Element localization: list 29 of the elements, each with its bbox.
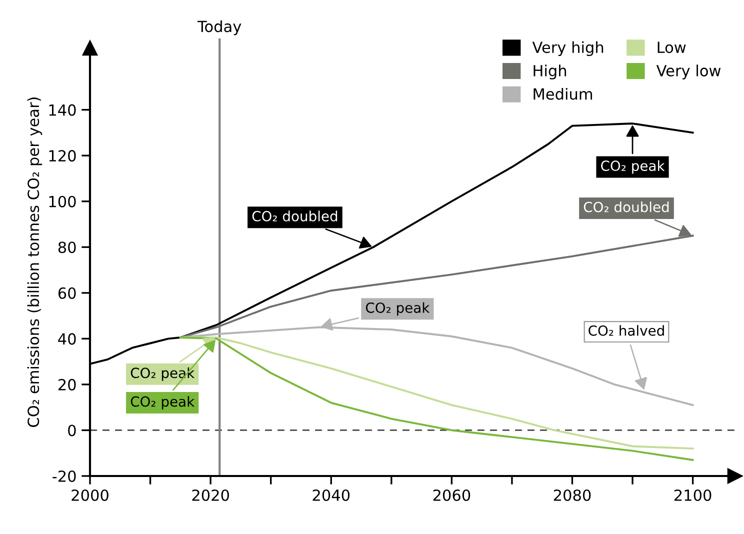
y-tick-label: 0 [68,424,76,436]
y-axis-title: CO₂ emissions (billion tonnes CO₂ per year) [27,98,42,427]
legend-label: Very low [656,64,721,80]
y-tick-label: 20 [58,378,76,390]
y-tick-label: 140 [49,104,76,116]
legend-label: Medium [534,88,592,100]
annotation: CO₂ halved [588,325,664,336]
y-tick-label: 100 [49,196,76,208]
y-tick-label: 40 [58,333,76,345]
x-tick-label: 2080 [554,489,591,502]
y-tick-label: -20 [52,470,76,482]
annotation: CO₂ doubled [252,210,338,222]
annotation: CO₂ peak [366,302,430,316]
y-tick-label: 120 [49,150,76,162]
annotation: CO₂ doubled [584,201,669,212]
y-tick-label: 80 [58,242,76,254]
legend-label: Very high [532,41,604,56]
x-tick-label: 2060 [433,489,470,502]
x-tick-label: 2020 [192,489,229,502]
x-tick-label: 2040 [312,489,350,502]
x-tick-label: 2100 [674,489,712,502]
annotation: CO₂ peak [601,160,665,174]
annotation: CO₂ peak [130,396,195,410]
ref-line-label: Today [197,20,242,36]
legend-label: Low [658,42,686,54]
y-tick-label: 60 [58,287,76,299]
x-tick-label: 2000 [72,489,108,502]
legend-label: High [534,64,566,80]
annotation: CO₂ peak [130,367,195,381]
